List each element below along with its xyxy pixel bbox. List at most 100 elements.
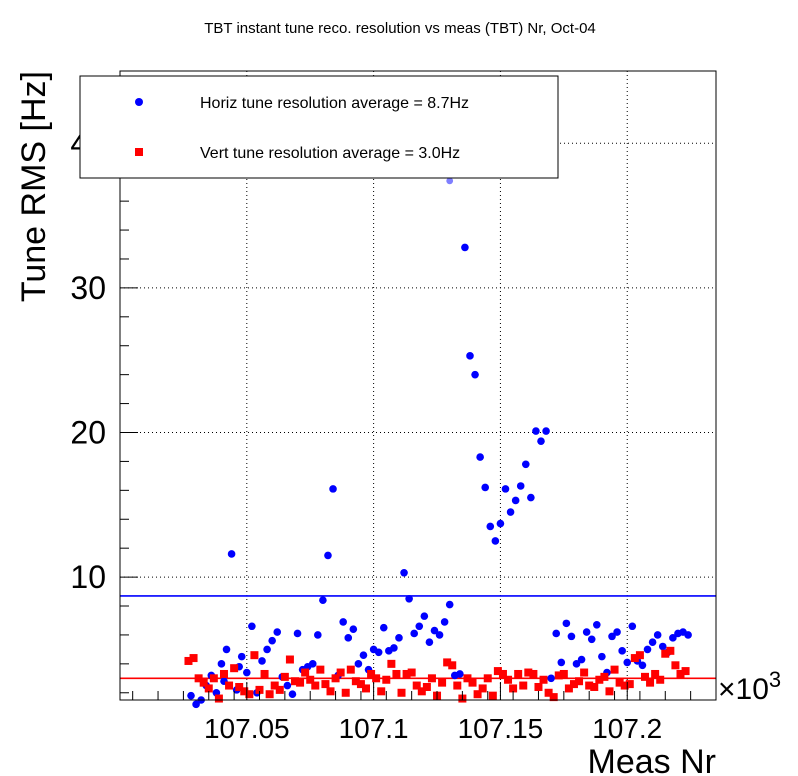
vert-data-point <box>646 678 655 687</box>
x-tick-label: 107.15 <box>458 713 544 744</box>
vert-data-point <box>468 678 477 687</box>
horiz-data-point <box>537 437 545 445</box>
horiz-data-point <box>379 623 388 632</box>
horiz-data-point <box>344 634 353 642</box>
horiz-data-point <box>506 508 515 516</box>
vert-data-point <box>392 669 401 678</box>
vert-data-point <box>235 682 244 691</box>
horiz-data-point <box>669 634 677 642</box>
horiz-data-point <box>445 600 454 609</box>
vert-data-point <box>448 661 457 670</box>
vert-data-point <box>417 687 426 696</box>
vert-data-point <box>539 675 548 684</box>
vert-data-point <box>630 654 639 663</box>
horiz-data-point <box>643 645 652 654</box>
horiz-data-point <box>263 645 271 654</box>
horiz-data-point <box>440 618 449 626</box>
vert-data-point <box>336 668 345 677</box>
average-lines <box>120 595 716 680</box>
vert-data-point <box>671 661 680 670</box>
legend-box <box>79 75 559 179</box>
horiz-data-point <box>532 427 540 435</box>
vert-data-point <box>620 681 629 690</box>
horiz-data-point <box>359 651 368 659</box>
horiz-data-point <box>618 647 626 655</box>
vert-data-point <box>387 659 396 668</box>
horiz-data-point <box>192 700 200 709</box>
horiz-data-point <box>648 638 657 646</box>
vert-data-point <box>290 677 299 686</box>
vert-data-point <box>189 654 198 663</box>
horiz-data-point <box>425 638 434 646</box>
horiz-data-point <box>314 631 322 639</box>
vert-data-point <box>488 691 497 700</box>
legend-marker-vert <box>135 148 143 156</box>
horiz-data-point <box>435 631 444 639</box>
vert-data-point <box>184 656 193 665</box>
horiz-data-point <box>400 568 408 577</box>
horiz-data-point <box>501 485 510 493</box>
vert-data-point <box>640 672 649 681</box>
vert-data-point <box>524 668 533 677</box>
vert-data-point <box>666 646 675 655</box>
horiz-data-point <box>374 648 383 657</box>
horiz-data-point <box>415 622 424 631</box>
vert-data-point <box>275 685 284 694</box>
plot-frame <box>119 70 717 701</box>
horiz-data-point <box>496 519 505 528</box>
horiz-data-point <box>339 618 347 626</box>
horiz-data-point <box>593 621 601 629</box>
horiz-data-point <box>237 652 246 661</box>
vert-data-point <box>301 668 310 677</box>
vert-data-point <box>519 681 528 690</box>
horiz-data-point <box>405 594 413 603</box>
horiz-data-point <box>461 243 469 252</box>
vert-data-point <box>514 669 523 678</box>
horiz-data-point <box>456 670 464 678</box>
data-points <box>184 141 692 709</box>
vert-data-point <box>280 672 289 681</box>
horiz-data-point <box>308 660 317 668</box>
vert-data-point <box>559 669 568 678</box>
vert-data-point <box>372 674 381 683</box>
vert-data-point <box>341 688 350 697</box>
horiz-data-point <box>653 631 662 639</box>
vert-data-point <box>321 680 330 689</box>
vert-data-point <box>453 681 462 690</box>
horiz-data-point <box>608 632 616 641</box>
horiz-data-point <box>324 551 332 560</box>
vert-data-point <box>635 651 644 660</box>
x-axis-multiplier: ×103 <box>718 667 781 706</box>
x-tick-label: 107.1 <box>339 713 409 744</box>
horiz-data-point <box>187 691 195 700</box>
vert-data-point <box>362 684 371 693</box>
vert-data-point <box>463 674 472 683</box>
horiz-data-point <box>466 352 474 360</box>
horiz-data-point <box>516 482 525 490</box>
vert-data-point <box>225 681 234 690</box>
horiz-data-point <box>248 622 256 631</box>
vert-data-point <box>214 694 223 703</box>
horiz-data-point <box>613 628 621 636</box>
vert-data-point <box>260 669 269 678</box>
vert-data-point <box>306 675 315 684</box>
horiz-data-point <box>557 658 566 667</box>
horiz-data-point <box>243 668 251 677</box>
vert-data-point <box>412 681 421 690</box>
vert-data-point <box>204 684 213 693</box>
vert-data-point <box>331 674 340 683</box>
vert-data-point <box>402 669 411 678</box>
vert-data-point <box>367 669 376 678</box>
vert-data-point <box>407 668 416 677</box>
vert-data-point <box>346 665 355 674</box>
horiz-data-point <box>283 681 292 690</box>
vert-data-point <box>382 675 391 684</box>
vert-data-point <box>377 687 386 696</box>
vert-data-point <box>498 669 507 678</box>
horiz-data-point <box>587 635 596 644</box>
horiz-data-point <box>562 619 571 628</box>
legend: Horiz tune resolution average = 8.7Hz Ve… <box>79 75 559 179</box>
vert-data-point <box>504 675 513 684</box>
horiz-data-point <box>623 658 632 667</box>
vert-data-point <box>595 675 604 684</box>
